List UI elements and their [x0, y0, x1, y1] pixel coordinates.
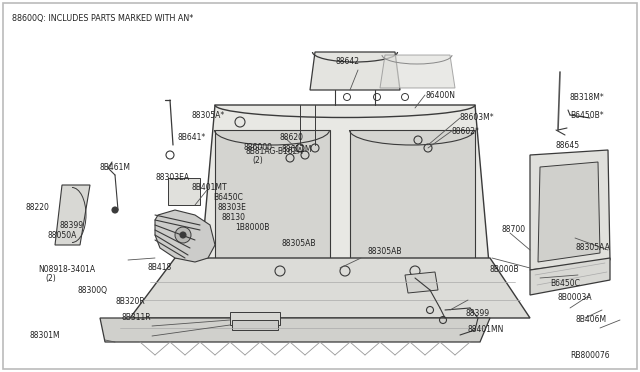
Text: 8B320R: 8B320R	[115, 298, 145, 307]
Polygon shape	[530, 150, 610, 270]
Polygon shape	[200, 105, 490, 275]
Polygon shape	[530, 258, 610, 295]
Text: 8B81AG-B162A: 8B81AG-B162A	[246, 148, 303, 157]
Text: 88620: 88620	[280, 134, 304, 142]
Text: (2): (2)	[45, 273, 56, 282]
Text: 88399: 88399	[60, 221, 84, 230]
Text: 88642: 88642	[336, 57, 360, 65]
Text: 8B0003A: 8B0003A	[558, 294, 593, 302]
Polygon shape	[380, 55, 455, 88]
Text: 88301M: 88301M	[30, 331, 61, 340]
Polygon shape	[215, 130, 330, 265]
Circle shape	[175, 227, 191, 243]
Text: 88303EA: 88303EA	[155, 173, 189, 183]
Text: 86400N: 86400N	[426, 90, 456, 99]
Text: 88399: 88399	[465, 308, 489, 317]
Text: 8B318M*: 8B318M*	[570, 93, 605, 103]
Polygon shape	[230, 312, 280, 325]
Text: 88600Q: INCLUDES PARTS MARKED WITH AN*: 88600Q: INCLUDES PARTS MARKED WITH AN*	[12, 14, 193, 23]
Text: 8B406M: 8B406M	[575, 315, 606, 324]
Polygon shape	[55, 185, 90, 245]
Text: 1B8000B: 1B8000B	[235, 224, 269, 232]
Text: 8B418: 8B418	[148, 263, 172, 273]
Text: 8B641*: 8B641*	[178, 134, 206, 142]
Text: 886000: 886000	[243, 144, 272, 153]
Polygon shape	[130, 258, 530, 318]
Text: 8B000B: 8B000B	[490, 266, 520, 275]
Text: 88305AB: 88305AB	[368, 247, 403, 257]
Polygon shape	[100, 318, 490, 342]
Text: 88611M: 88611M	[282, 145, 312, 154]
Text: 88305AA: 88305AA	[575, 244, 610, 253]
Text: B6450B*: B6450B*	[570, 110, 604, 119]
Polygon shape	[168, 178, 200, 205]
Text: 88602*: 88602*	[452, 128, 480, 137]
Text: 8B401MT: 8B401MT	[192, 183, 228, 192]
Text: 88300Q: 88300Q	[78, 285, 108, 295]
Text: 88220: 88220	[26, 203, 50, 212]
Polygon shape	[310, 52, 400, 90]
Text: 88130: 88130	[222, 214, 246, 222]
Text: (2): (2)	[252, 155, 263, 164]
Polygon shape	[350, 130, 475, 265]
Text: 88305A*: 88305A*	[192, 110, 225, 119]
Text: 88305AB: 88305AB	[282, 238, 317, 247]
Text: 88700: 88700	[502, 225, 526, 234]
Text: 88603M*: 88603M*	[460, 113, 495, 122]
Text: 88303E: 88303E	[218, 203, 247, 212]
Text: B6450C: B6450C	[213, 193, 243, 202]
Polygon shape	[232, 320, 278, 330]
Text: 88645: 88645	[555, 141, 579, 150]
Polygon shape	[538, 162, 600, 262]
Circle shape	[180, 232, 186, 238]
Text: 8B311R: 8B311R	[122, 314, 152, 323]
Text: 88401MN: 88401MN	[468, 326, 504, 334]
Text: 88050A: 88050A	[48, 231, 77, 240]
Text: N08918-3401A: N08918-3401A	[38, 266, 95, 275]
Text: 8B461M: 8B461M	[100, 164, 131, 173]
Text: B6450C: B6450C	[550, 279, 580, 288]
Polygon shape	[405, 272, 438, 293]
Text: RB800076: RB800076	[570, 351, 610, 360]
Polygon shape	[155, 210, 215, 262]
Circle shape	[112, 207, 118, 213]
